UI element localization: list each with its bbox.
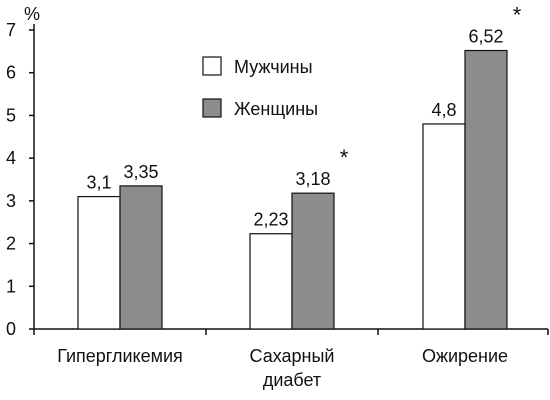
bar-men [249, 233, 293, 330]
category-label: диабет [263, 370, 321, 390]
legend-label: Мужчины [234, 57, 313, 77]
category-label: Гипергликемия [57, 346, 183, 366]
data-label: 4,8 [431, 100, 456, 120]
y-tick-label: 0 [6, 319, 16, 339]
bar-women [291, 192, 335, 330]
y-tick-label: 6 [6, 63, 16, 83]
significance-star: * [513, 3, 522, 28]
bars [77, 49, 508, 330]
labels: 3,1 3,35 Гипергликемия 2,23 3,18 Сахарный диаб… [57, 3, 522, 390]
y-tick-label: 5 [6, 105, 16, 125]
category-label: Ожирение [422, 346, 508, 366]
data-label: 2,23 [253, 210, 288, 230]
bar-men [77, 195, 121, 330]
y-unit-label: % [24, 4, 40, 24]
data-label: 3,35 [123, 162, 158, 182]
y-tick-label: 2 [6, 234, 16, 254]
bar-women [119, 185, 163, 330]
data-label: 3,18 [295, 169, 330, 189]
category-label: Сахарный [250, 346, 335, 366]
data-label: 3,1 [86, 173, 111, 193]
legend-swatch [202, 98, 222, 118]
legend: Мужчины Женщины [202, 56, 318, 119]
legend-label: Женщины [234, 99, 318, 119]
y-tick-label: 7 [6, 20, 16, 40]
y-tick-label: 3 [6, 191, 16, 211]
legend-swatch [202, 56, 222, 76]
significance-star: * [340, 145, 349, 170]
data-label: 6,52 [468, 27, 503, 47]
bar-men [422, 123, 466, 330]
y-tick-label: 4 [6, 148, 16, 168]
y-tick-label: 1 [6, 276, 16, 296]
bar-women [464, 49, 508, 330]
